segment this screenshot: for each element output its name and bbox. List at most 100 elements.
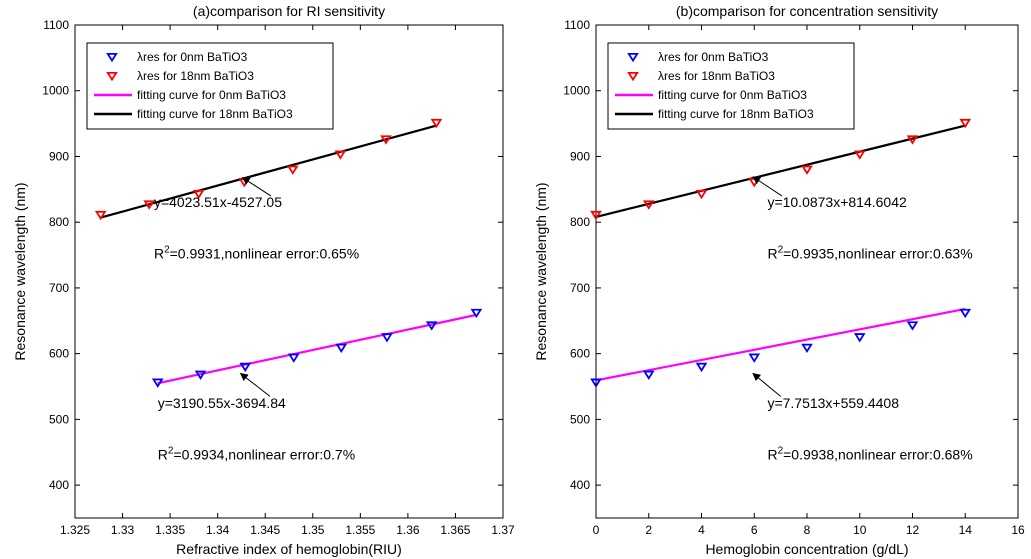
legend-marker — [106, 52, 118, 63]
data-point — [470, 308, 483, 319]
data-point — [335, 343, 348, 354]
data-point — [906, 321, 919, 331]
x-tick-label: 1.34 — [206, 523, 230, 537]
x-axis-label: Hemoglobin concentration (g/dL) — [705, 541, 908, 557]
chart-title: (a)comparison for RI sensitivity — [193, 3, 385, 19]
plot-area-frame — [74, 24, 504, 519]
data-point — [143, 200, 156, 210]
y-tick-label: 900 — [49, 149, 69, 163]
x-tick-label: 1.325 — [60, 523, 90, 537]
y-tick-label: 600 — [49, 347, 69, 361]
x-tick-label: 1.355 — [345, 523, 375, 537]
y-tick-label: 500 — [570, 412, 590, 426]
data-point — [695, 362, 708, 373]
x-tick-label: 1.335 — [155, 523, 185, 537]
annotation-text: y=7.7513x+559.4408 — [767, 395, 899, 411]
data-point — [192, 189, 205, 200]
series-line-18nm-fit — [100, 124, 437, 219]
x-tick-label: 1.365 — [440, 523, 470, 537]
x-tick-label: 16 — [1011, 523, 1025, 537]
y-axis-label: Resonance wavelength (nm) — [533, 182, 549, 360]
data-point — [748, 353, 761, 363]
x-tick-label: 8 — [804, 523, 811, 537]
x-axis-label: Refractive index of hemoglobin(RIU) — [176, 541, 402, 557]
data-point — [853, 150, 866, 160]
y-tick-label: 1000 — [42, 84, 69, 98]
data-point — [380, 135, 392, 145]
data-point — [238, 178, 251, 188]
y-tick-label: 700 — [49, 281, 69, 295]
data-point — [853, 333, 866, 343]
annotation-text: R2=0.9938,nonlinear error:0.68% — [767, 445, 972, 462]
y-tick-label: 400 — [49, 478, 69, 492]
y-tick-label: 500 — [49, 412, 69, 426]
annotation-text: y=4023.51x-4527.05 — [154, 194, 282, 210]
data-point — [906, 135, 919, 145]
annotation-text: y=3190.55x-3694.84 — [158, 395, 286, 411]
y-axis-label: Resonance wavelength (nm) — [12, 182, 28, 360]
y-tick-label: 800 — [570, 215, 590, 229]
data-point — [381, 333, 393, 343]
series-line-0nm-fit — [157, 313, 477, 385]
y-tick-label: 600 — [570, 347, 590, 361]
data-point — [590, 378, 602, 388]
data-point — [334, 150, 347, 160]
series-line-18nm-fit — [595, 124, 966, 219]
annotation-text: R2=0.9934,nonlinear error:0.7% — [158, 445, 355, 462]
data-point — [590, 210, 602, 221]
annotation-arrow — [752, 176, 783, 197]
x-tick-label: 6 — [751, 523, 758, 537]
data-point — [801, 165, 813, 175]
data-point — [287, 353, 300, 363]
legend-marker — [106, 71, 118, 82]
y-tick-label: 700 — [570, 281, 590, 295]
x-tick-label: 10 — [853, 523, 867, 537]
annotation-text: R2=0.9935,nonlinear error:0.63% — [767, 244, 972, 261]
x-tick-label: 4 — [698, 523, 705, 537]
legend-label: fitting curve for 0nm BaTiO3 — [658, 88, 807, 102]
data-point — [94, 210, 107, 221]
legend-label: fitting curve for 18nm BaTiO3 — [137, 107, 293, 121]
data-point — [959, 308, 972, 319]
data-point — [425, 321, 438, 331]
legend-marker — [627, 52, 639, 63]
x-tick-label: 14 — [959, 523, 973, 537]
x-tick-label: 1.36 — [396, 523, 420, 537]
annotation-arrow — [241, 177, 272, 197]
series-line-0nm-fit — [595, 307, 966, 382]
y-tick-label: 1000 — [563, 84, 590, 98]
legend-label: λres for 0nm BaTiO3 — [137, 50, 248, 64]
x-tick-label: 1.33 — [111, 523, 135, 537]
chart-panel-a: 1.325 1.33 1.335 1.34 1.345 1.35 1.355 1.36 1.36… — [12, 3, 515, 557]
data-point — [642, 370, 655, 380]
data-point — [695, 189, 708, 200]
data-point — [642, 200, 655, 210]
legend-label: λres for 0nm BaTiO3 — [658, 50, 769, 64]
y-tick-label: 800 — [49, 215, 69, 229]
legend-label: λres for 18nm BaTiO3 — [137, 69, 254, 83]
x-tick-label: 1.37 — [491, 523, 515, 537]
data-point — [194, 370, 207, 380]
data-point — [239, 362, 252, 373]
annotation-text: y=10.0873x+814.6042 — [767, 194, 907, 210]
legend-label: fitting curve for 0nm BaTiO3 — [137, 88, 286, 102]
annotation-text: R2=0.9931,nonlinear error:0.65% — [154, 244, 359, 261]
x-tick-label: 1.35 — [301, 523, 325, 537]
data-point — [151, 378, 164, 388]
legend-label: λres for 18nm BaTiO3 — [658, 69, 775, 83]
y-tick-label: 1100 — [43, 18, 69, 32]
legend-marker — [627, 71, 639, 82]
x-tick-label: 1.345 — [250, 523, 280, 537]
y-tick-label: 1100 — [564, 18, 590, 32]
data-point — [430, 118, 443, 129]
x-tick-label: 0 — [593, 523, 600, 537]
chart-title: (b)comparison for concentration sensitiv… — [676, 3, 938, 19]
data-point — [286, 165, 299, 175]
legend-label: fitting curve for 18nm BaTiO3 — [658, 107, 814, 121]
y-tick-label: 400 — [570, 478, 590, 492]
chart-panel-b: 0 2 4 6 8 10 12 14 16 400 500 600 700 800 900 1000 1100 (… — [533, 3, 1025, 557]
annotation-arrow — [752, 372, 781, 397]
data-point — [801, 343, 813, 354]
x-tick-label: 12 — [906, 523, 920, 537]
